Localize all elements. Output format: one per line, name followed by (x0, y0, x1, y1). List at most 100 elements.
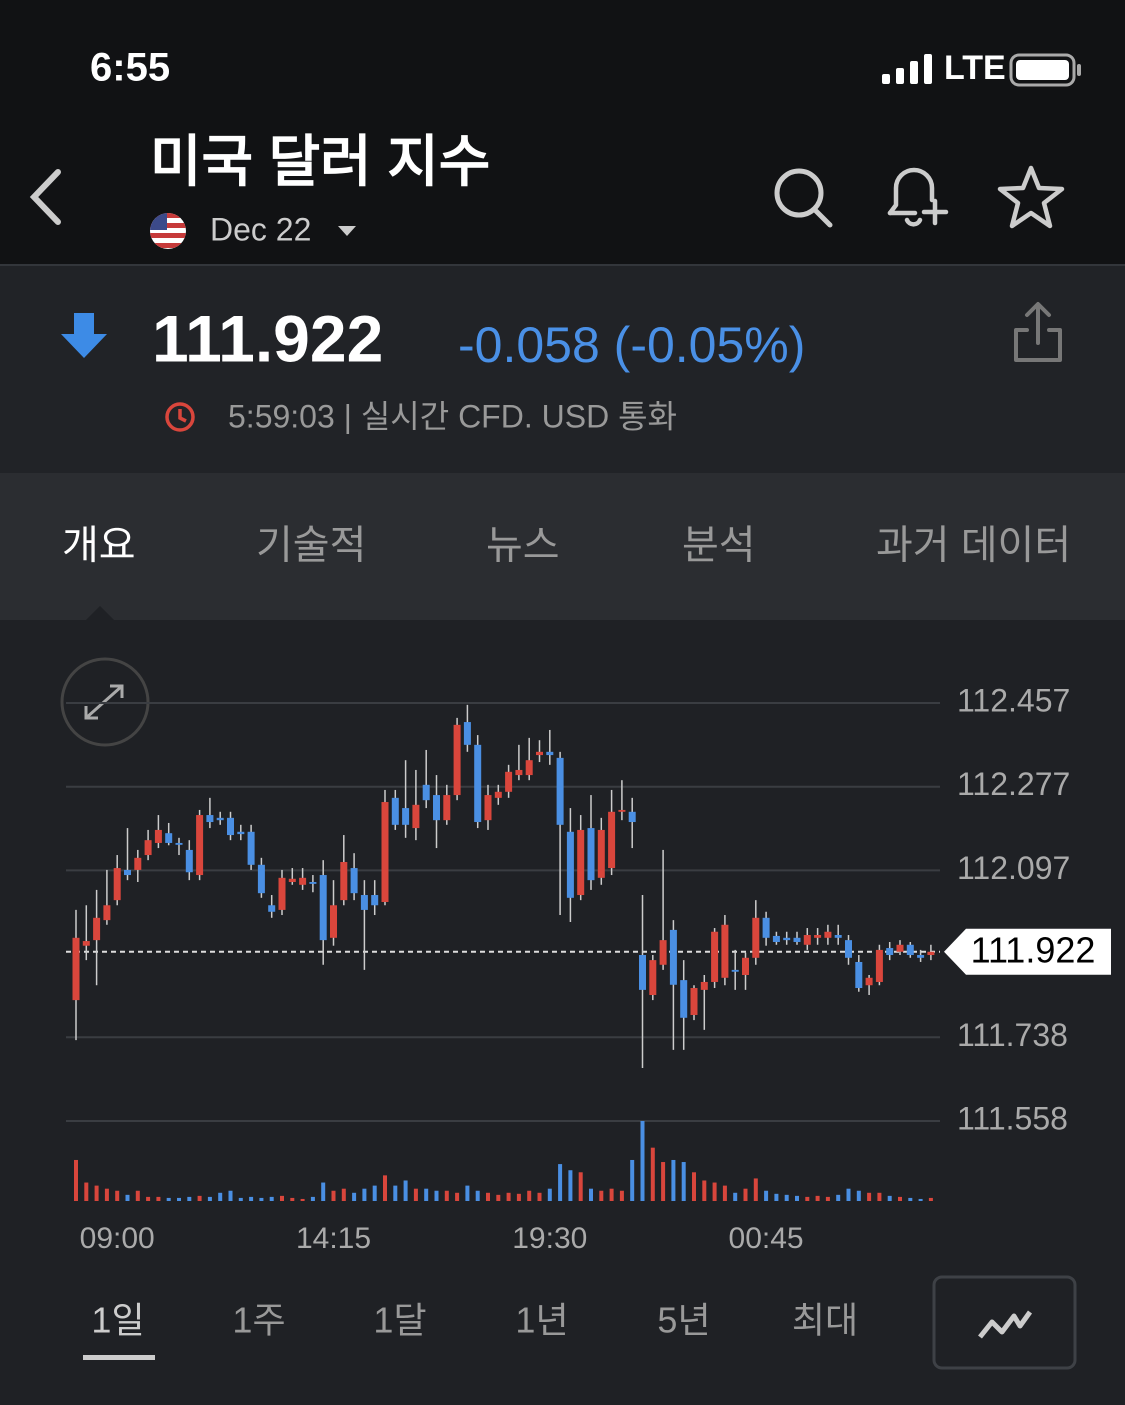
x-tick-label: 09:00 (80, 1222, 155, 1255)
volume-bar (403, 1180, 408, 1201)
range-button[interactable]: 1일 (91, 1300, 144, 1341)
tab[interactable]: 과거 데이터 (876, 524, 1071, 568)
candle-body (917, 955, 925, 958)
volume-bar (135, 1190, 140, 1201)
volume-bar (125, 1194, 130, 1201)
candle-body (82, 941, 90, 946)
volume-bar (238, 1197, 243, 1201)
volume-bar (784, 1194, 789, 1201)
x-tick-label: 00:45 (729, 1222, 804, 1255)
candle-body (196, 815, 204, 876)
volume-bar (413, 1188, 418, 1201)
y-tick-label: 112.277 (957, 766, 1070, 802)
top-bar (0, 0, 1125, 265)
search-button[interactable] (774, 168, 833, 228)
candle-body (412, 804, 420, 829)
chart: 112.457 112.277 112.097 111.738 111.558 111.9… (66, 682, 1111, 1255)
candle-body (927, 951, 935, 956)
volume-bar (444, 1190, 449, 1201)
volume-bar (341, 1188, 346, 1201)
candle-body (185, 849, 193, 873)
volume-bar (352, 1192, 357, 1201)
range-button[interactable]: 최대 (792, 1300, 858, 1341)
volume-bar (558, 1164, 563, 1201)
candle-body (268, 905, 276, 912)
candle-body (247, 831, 255, 865)
share-button[interactable] (1014, 302, 1062, 362)
volume-bar (537, 1192, 542, 1201)
volume-bar (578, 1172, 583, 1201)
volume-bar (74, 1159, 78, 1201)
back-button[interactable] (29, 169, 61, 225)
last-price-tag (944, 928, 1111, 975)
price-change: -0.058 (-0.05%) (458, 317, 805, 373)
volume-bar (547, 1188, 552, 1201)
candle-body (144, 840, 152, 856)
volume-bar (331, 1190, 336, 1201)
candle-body (536, 751, 543, 756)
candle-body (309, 882, 317, 884)
volume-bar (887, 1195, 892, 1201)
volume-bar (671, 1159, 676, 1201)
clock-icon (165, 402, 195, 432)
volume-bar (362, 1188, 367, 1201)
y-tick-label: 112.097 (957, 850, 1070, 886)
signal-icon (882, 54, 932, 84)
candle-body (855, 961, 863, 989)
volume-bar (856, 1190, 861, 1201)
alert-button[interactable] (887, 167, 949, 227)
candle-body (371, 895, 379, 906)
candle-body (618, 809, 626, 812)
tab[interactable]: 기술적 (256, 524, 366, 568)
tab[interactable]: 분석 (682, 524, 756, 568)
candle-body (690, 988, 698, 1015)
candle-body (391, 797, 399, 825)
candle-body (783, 937, 791, 941)
down-arrow (61, 313, 107, 358)
volume-bar (908, 1197, 913, 1201)
contract-selector[interactable]: Dec 22 (210, 211, 311, 247)
volume-bar (187, 1196, 192, 1201)
candle-body (700, 981, 708, 990)
volume-bar (836, 1194, 841, 1201)
range-button[interactable]: 1달 (373, 1300, 426, 1341)
range-button[interactable]: 5년 (657, 1300, 710, 1341)
range-button[interactable]: 1주 (232, 1300, 285, 1341)
volume-bar (249, 1196, 254, 1201)
volume-bar (681, 1162, 686, 1201)
candle-body (566, 831, 574, 898)
range-button[interactable]: 1년 (515, 1300, 568, 1341)
volume-bar (722, 1185, 727, 1201)
candle-body (494, 791, 502, 798)
dropdown-caret[interactable] (338, 226, 356, 236)
volume-bar (372, 1185, 377, 1201)
tab[interactable]: 뉴스 (486, 524, 560, 568)
y-tick-label: 111.558 (957, 1100, 1068, 1136)
volume-bar (393, 1185, 398, 1201)
last-price-label: 111.922 (971, 929, 1096, 970)
candle-body (608, 811, 616, 869)
favorite-button[interactable] (997, 165, 1065, 229)
volume-bar (867, 1192, 872, 1201)
quote-panel (0, 265, 1125, 473)
candle-body (814, 935, 822, 938)
volume-bar (846, 1188, 851, 1201)
status-network: LTE (944, 49, 1006, 87)
candle-body (742, 957, 749, 976)
candle-body (649, 960, 657, 995)
candle-body (340, 862, 348, 901)
candle-body (278, 877, 286, 910)
chart-type-button[interactable] (932, 1275, 1077, 1370)
candle-body (124, 869, 131, 876)
volume-bar (609, 1188, 614, 1201)
tab[interactable]: 개요 (62, 524, 136, 568)
candle-body (721, 924, 729, 978)
volume-bar (599, 1190, 604, 1201)
candle-body (227, 817, 234, 836)
volume-bar (589, 1188, 593, 1201)
volume-bar (527, 1190, 532, 1201)
tab-pointer (86, 606, 114, 620)
candle-body (752, 917, 760, 958)
candle-body (772, 935, 780, 942)
